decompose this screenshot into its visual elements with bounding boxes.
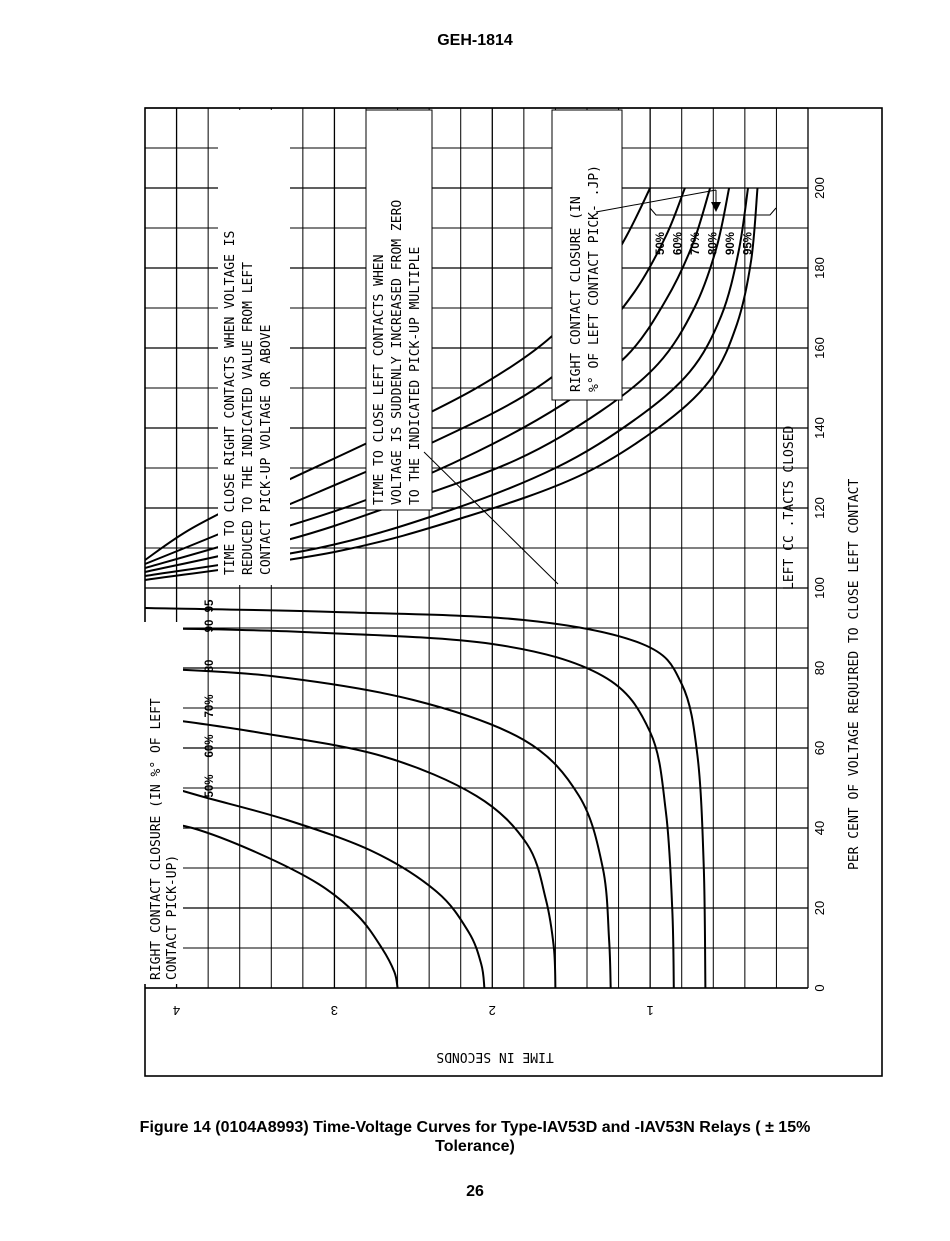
right-closure-level: 70% bbox=[204, 694, 216, 717]
curve-right-50pct bbox=[144, 819, 399, 989]
increase-note-box bbox=[365, 109, 433, 511]
right-closure-level: 50% bbox=[204, 774, 216, 797]
voltage-tick-label: 140 bbox=[812, 417, 827, 439]
time-tick-labels: 1 2 3 4 bbox=[173, 1003, 654, 1018]
time-tick-label: 1 bbox=[647, 1003, 654, 1018]
increase-note-line-1: TIME TO CLOSE LEFT CONTACTS WHEN bbox=[372, 255, 387, 505]
right-closure-levels: 50% 60% 70% 80 90 95 bbox=[204, 599, 216, 798]
increase-note-line-2: VOLTAGE IS SUDDENLY INCREASED FROM ZERO bbox=[390, 200, 405, 505]
curve-right-70pct bbox=[144, 715, 557, 989]
left-closure-level: 60% bbox=[673, 232, 685, 255]
time-tick-label: 4 bbox=[173, 1003, 180, 1018]
left-closure-level: 90% bbox=[725, 232, 737, 255]
right-closure-title-1: RIGHT CONTACT CLOSURE (IN %° OF LEFT bbox=[149, 698, 164, 980]
left-closure-arrow-head bbox=[711, 202, 721, 212]
left-closure-level: 95% bbox=[743, 232, 755, 255]
curve-right-90pct bbox=[144, 627, 675, 989]
voltage-tick-label: 160 bbox=[812, 337, 827, 359]
voltage-tick-label: 40 bbox=[812, 821, 827, 835]
right-closure-level: 95 bbox=[204, 599, 216, 612]
document-header: GEH-1814 bbox=[437, 32, 513, 49]
y-axis-title: TIME IN SECONDS bbox=[436, 1049, 553, 1064]
caption-line-2: Tolerance) bbox=[435, 1138, 515, 1155]
curve-left-90pct bbox=[144, 187, 749, 577]
reduce-note-line-2: REDUCED TO THE INDICATED VALUE FROM LEFT bbox=[241, 262, 256, 575]
time-tick-label: 2 bbox=[489, 1003, 496, 1018]
reduce-note-line-3: CONTACT PICK-UP VOLTAGE OR ABOVE bbox=[259, 325, 274, 575]
increase-note-leader bbox=[423, 451, 559, 585]
figure-caption: Figure 14 (0104A8993) Time-Voltage Curve… bbox=[60, 1118, 890, 1156]
right-closure-title-2: CONTACT PICK-UP) bbox=[165, 855, 180, 980]
right-closure-level: 80 bbox=[204, 660, 216, 673]
left-closure-leader bbox=[595, 189, 717, 213]
voltage-tick-label: 200 bbox=[812, 177, 827, 199]
voltage-tick-label: 180 bbox=[812, 257, 827, 279]
voltage-tick-labels: 0 20 40 60 80 100 120 140 160 180 200 bbox=[812, 177, 827, 991]
reduce-note-line-1: TIME TO CLOSE RIGHT CONTACTS WHEN VOLTAG… bbox=[223, 231, 238, 575]
page-number: 26 bbox=[466, 1183, 484, 1200]
left-closure-levels: 50% 60% 70% 80% 90% 95% bbox=[655, 232, 755, 255]
caption-line-1: Figure 14 (0104A8993) Time-Voltage Curve… bbox=[139, 1119, 811, 1136]
left-closure-level: 70% bbox=[690, 232, 702, 255]
left-closure-level: 50% bbox=[655, 232, 667, 255]
reduce-note-bg bbox=[218, 110, 290, 585]
right-closure-level: 60% bbox=[204, 734, 216, 757]
curve-right-80pct bbox=[144, 667, 612, 989]
right-closure-level: 90 bbox=[204, 620, 216, 633]
right-closure-legend-bg bbox=[143, 622, 183, 984]
voltage-tick-label: 80 bbox=[812, 661, 827, 675]
voltage-tick-label: 100 bbox=[812, 577, 827, 599]
voltage-tick-label: 60 bbox=[812, 741, 827, 755]
left-closure-level: 80% bbox=[708, 232, 720, 255]
voltage-tick-label: 0 bbox=[812, 984, 827, 991]
curve-right-95pct bbox=[144, 607, 707, 989]
left-closed-label: LEFT CC .TACTS CLOSED bbox=[782, 425, 797, 590]
left-closure-brace bbox=[649, 207, 777, 216]
time-tick-label: 3 bbox=[331, 1003, 338, 1018]
curve-left-95pct bbox=[144, 187, 759, 581]
increase-note-line-3: TO THE INDICATED PICK-UP MULTIPLE bbox=[408, 247, 423, 505]
curve-right-60pct bbox=[144, 779, 486, 989]
x-axis-title: PER CENT OF VOLTAGE REQUIRED TO CLOSE LE… bbox=[847, 478, 862, 870]
left-closure-title-1: RIGHT CONTACT CLOSURE (IN bbox=[569, 196, 584, 392]
left-closure-title-2: %° OF LEFT CONTACT PICK- .JP) bbox=[587, 165, 602, 392]
left-closure-legend-box bbox=[551, 109, 623, 401]
voltage-tick-label: 120 bbox=[812, 497, 827, 519]
voltage-tick-label: 20 bbox=[812, 901, 827, 915]
